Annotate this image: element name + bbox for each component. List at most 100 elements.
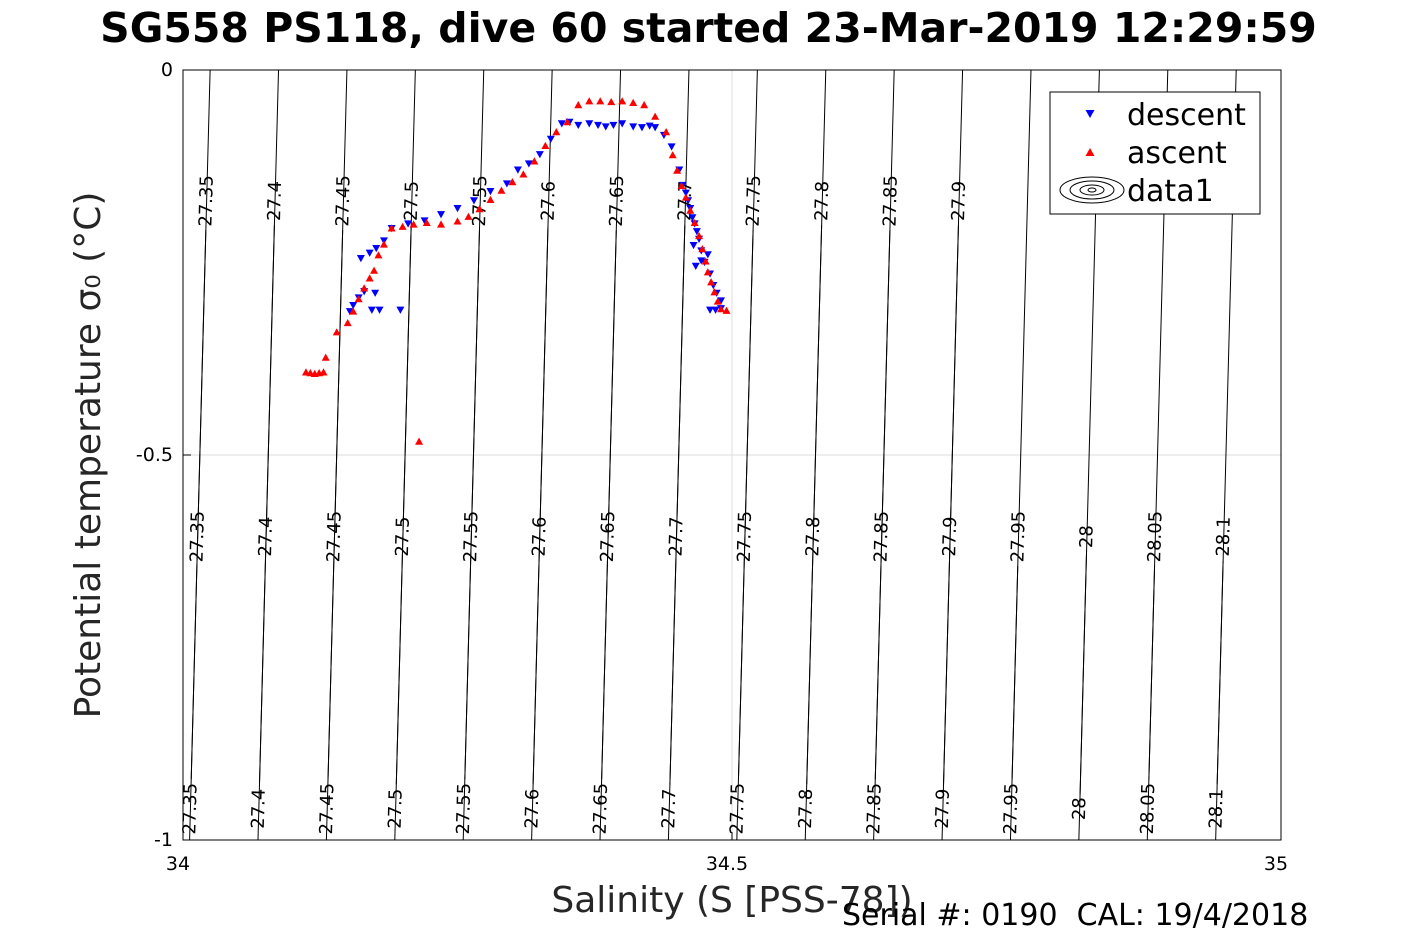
isopycnal-line bbox=[327, 69, 348, 780]
descent-point bbox=[396, 306, 405, 314]
descent-point bbox=[703, 251, 712, 259]
descent-point bbox=[437, 211, 446, 219]
descent-point bbox=[535, 151, 544, 159]
ascent-point bbox=[541, 141, 550, 150]
ascent-point bbox=[681, 193, 690, 201]
ascent-point bbox=[703, 268, 712, 276]
ascent-point bbox=[497, 186, 506, 194]
descent-point bbox=[711, 306, 720, 314]
descent-point bbox=[367, 306, 376, 314]
ascent-point bbox=[698, 245, 707, 253]
legend-label: descent bbox=[1127, 98, 1246, 133]
descent-point bbox=[371, 289, 380, 297]
descent-point bbox=[609, 121, 618, 130]
ascent-point bbox=[409, 220, 418, 228]
descent-point bbox=[453, 205, 462, 213]
ascent-point bbox=[464, 212, 473, 220]
descent-point bbox=[629, 123, 638, 131]
ascent-point bbox=[319, 368, 328, 376]
ascent-point bbox=[422, 218, 431, 227]
descent-point bbox=[697, 257, 706, 265]
ascent-point bbox=[332, 328, 341, 336]
ascent-point bbox=[508, 178, 517, 186]
ascent-point bbox=[618, 97, 627, 105]
y-tick-label: -1 bbox=[154, 829, 173, 851]
isopycnal-line bbox=[737, 69, 758, 780]
descent-point bbox=[375, 306, 384, 314]
legend-contour-icon bbox=[1087, 187, 1097, 193]
ascent-point bbox=[453, 217, 462, 225]
y-axis-label: Potential temperature σ₀ (°C) bbox=[68, 192, 109, 719]
ascent-point bbox=[629, 98, 638, 106]
descent-point bbox=[618, 120, 627, 128]
x-tick-label: 35 bbox=[1264, 853, 1288, 875]
descent-point bbox=[365, 249, 374, 257]
isopycnal-line bbox=[258, 69, 280, 785]
ascent-point bbox=[690, 218, 699, 227]
descent-point bbox=[574, 121, 583, 130]
isopycnal-line bbox=[601, 69, 622, 780]
x-axis-label: Salinity (S [PSS-78]) bbox=[551, 880, 912, 921]
descent-point bbox=[692, 228, 701, 236]
descent-point bbox=[404, 220, 413, 228]
descent-point bbox=[557, 120, 566, 128]
ascent-point bbox=[370, 266, 379, 274]
ascent-point bbox=[360, 284, 369, 292]
descent-point bbox=[651, 124, 660, 132]
ascent-point bbox=[552, 128, 561, 136]
ascent-point bbox=[651, 112, 660, 120]
descent-point bbox=[502, 180, 511, 188]
legend-contour-icon bbox=[1079, 184, 1105, 196]
x-tick-label: 34.5 bbox=[706, 853, 748, 875]
ascent-point bbox=[677, 181, 686, 190]
descent-point bbox=[689, 241, 698, 250]
ascent-point bbox=[710, 288, 719, 296]
ascent-point bbox=[343, 318, 352, 327]
ascent-point bbox=[365, 274, 374, 282]
y-tick-label: 0 bbox=[161, 59, 173, 81]
ascent-point bbox=[713, 297, 722, 305]
ascent-point bbox=[722, 306, 731, 314]
descent-point bbox=[486, 188, 495, 196]
descent-point bbox=[601, 123, 610, 131]
legend-label: data1 bbox=[1127, 174, 1214, 209]
ascent-point bbox=[398, 222, 407, 230]
ascent-point bbox=[354, 295, 363, 303]
isopycnal-line bbox=[669, 69, 690, 785]
isopycnal-line bbox=[464, 69, 485, 780]
ascent-point bbox=[486, 195, 495, 203]
ascent-point bbox=[437, 220, 446, 228]
legend-contour-icon bbox=[1069, 180, 1115, 200]
legend-label: ascent bbox=[1127, 136, 1227, 171]
ascent-point bbox=[668, 151, 677, 159]
ascent-point bbox=[349, 307, 358, 315]
ascent-point bbox=[415, 437, 424, 445]
ascent-point bbox=[379, 240, 388, 248]
ascent-point bbox=[707, 278, 716, 286]
descent-point bbox=[691, 262, 700, 270]
ascent-point bbox=[563, 117, 572, 126]
descent-point bbox=[594, 121, 603, 130]
isopycnal-line bbox=[1011, 69, 1032, 780]
x-tick-label: 34 bbox=[166, 853, 190, 875]
descent-point bbox=[667, 143, 676, 151]
legend-ascent-marker bbox=[1085, 147, 1095, 157]
ascent-point bbox=[585, 97, 594, 105]
ascent-point bbox=[662, 128, 671, 136]
descent-point bbox=[688, 214, 697, 222]
descent-point bbox=[585, 120, 594, 128]
ascent-point bbox=[695, 231, 704, 240]
ascent-point bbox=[387, 224, 396, 232]
descent-point bbox=[356, 255, 365, 263]
legend-descent-marker bbox=[1085, 109, 1095, 119]
isopycnal-line bbox=[874, 69, 895, 780]
descent-point bbox=[372, 245, 381, 253]
descent-point bbox=[637, 124, 646, 132]
ascent-point bbox=[701, 257, 710, 265]
descent-point bbox=[349, 302, 358, 310]
chart-title: SG558 PS118, dive 60 started 23-Mar-2019… bbox=[100, 4, 1317, 52]
isopycnal-line bbox=[395, 69, 416, 785]
ascent-point bbox=[596, 97, 605, 105]
isopycnal-line bbox=[532, 69, 553, 785]
